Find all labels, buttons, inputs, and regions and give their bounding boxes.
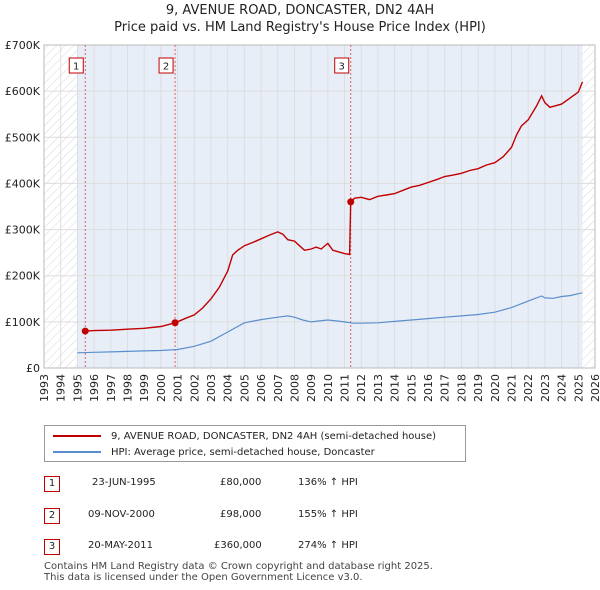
transaction-number: 3: [44, 539, 60, 555]
x-tick-label: 1994: [55, 374, 68, 402]
x-tick-label: 1997: [105, 374, 118, 402]
legend-label-property: 9, AVENUE ROAD, DONCASTER, DN2 4AH (semi…: [111, 430, 437, 442]
x-tick-label: 2002: [188, 374, 201, 402]
x-tick-label: 2013: [372, 374, 385, 402]
transaction-date: 20-MAY-2011: [88, 540, 154, 551]
hatched-region: [582, 45, 595, 368]
legend-line-property: [53, 435, 101, 437]
x-tick-label: 2019: [472, 374, 485, 402]
x-tick-label: 2021: [506, 374, 519, 402]
transaction-date: 23-JUN-1995: [92, 477, 156, 488]
legend-line-hpi: [53, 451, 101, 453]
y-tick-label: £700K: [5, 39, 41, 52]
x-tick-label: 2004: [222, 374, 235, 402]
sale-point: [171, 319, 179, 327]
legend-item-hpi: HPI: Average price, semi-detached house,…: [53, 445, 375, 459]
transaction-hpi: 155% ↑ HPI: [298, 509, 358, 520]
x-tick-label: 2010: [322, 374, 335, 402]
y-tick-label: £100K: [5, 316, 41, 329]
x-tick-label: 2014: [389, 374, 402, 402]
sale-point: [81, 327, 89, 335]
x-tick-label: 2017: [439, 374, 452, 402]
x-tick-label: 2016: [422, 374, 435, 402]
x-tick-label: 2025: [572, 374, 585, 402]
property-price-line: [85, 81, 584, 332]
x-tick-label: 2015: [405, 374, 418, 402]
x-tick-label: 2020: [489, 374, 502, 402]
sale-label-box: [158, 57, 174, 74]
transaction-price: £98,000: [220, 509, 262, 520]
sale-label: 3: [339, 62, 345, 73]
footer-copyright: Contains HM Land Registry data © Crown c…: [44, 561, 433, 572]
y-tick-label: £300K: [5, 224, 41, 237]
transaction-number: 2: [44, 508, 60, 524]
y-tick-label: £0: [26, 362, 40, 375]
x-tick-label: 2022: [522, 374, 535, 402]
x-tick-label: 1999: [138, 374, 151, 402]
sale-label: 1: [73, 62, 79, 73]
sale-label-box: [334, 57, 350, 74]
x-tick-label: 2008: [289, 374, 302, 402]
y-tick-label: £500K: [5, 131, 41, 144]
transaction-hpi: 136% ↑ HPI: [298, 477, 358, 488]
chart-title: 9, AVENUE ROAD, DONCASTER, DN2 4AH: [165, 3, 435, 18]
chart-subtitle: Price paid vs. HM Land Registry's House …: [114, 20, 486, 35]
x-tick-label: 1996: [88, 374, 101, 402]
sale-label-box: [68, 57, 84, 74]
y-tick-label: £200K: [5, 270, 41, 283]
data-range-shade: [77, 45, 583, 368]
transaction-price: £360,000: [214, 540, 262, 551]
transaction-hpi: 274% ↑ HPI: [298, 540, 358, 551]
x-tick-label: 2024: [556, 374, 569, 402]
x-tick-label: 2005: [238, 374, 251, 402]
x-tick-label: 2000: [155, 374, 168, 402]
x-tick-label: 1995: [71, 374, 84, 402]
transaction-date: 09-NOV-2000: [88, 509, 155, 520]
legend-label-hpi: HPI: Average price, semi-detached house,…: [111, 446, 375, 458]
x-tick-label: 2026: [589, 374, 600, 402]
x-tick-label: 2001: [172, 374, 185, 402]
x-tick-label: 2011: [339, 374, 352, 402]
x-tick-label: 2012: [355, 374, 368, 402]
x-tick-label: 2006: [255, 374, 268, 402]
x-tick-label: 2009: [305, 374, 318, 402]
x-tick-label: 2018: [455, 374, 468, 402]
x-tick-label: 2007: [272, 374, 285, 402]
price-chart: 1 2 3 £0 £100K £200K £300K £400K £500K £600K £700…: [5, 39, 600, 402]
x-tick-label: 2003: [205, 374, 218, 402]
sale-point: [347, 198, 355, 206]
x-tick-label: 2023: [539, 374, 552, 402]
plot-border: [43, 44, 596, 369]
legend-item-property: 9, AVENUE ROAD, DONCASTER, DN2 4AH (semi…: [53, 429, 436, 443]
transaction-number: 1: [44, 476, 60, 492]
transaction-price: £80,000: [220, 477, 262, 488]
x-tick-label: 1998: [122, 374, 135, 402]
sale-label: 2: [163, 62, 169, 73]
hpi-line: [77, 292, 583, 354]
y-tick-label: £600K: [5, 85, 41, 98]
x-tick-label: 1993: [38, 374, 51, 402]
footer-licence: This data is licensed under the Open Gov…: [44, 572, 363, 583]
legend: 9, AVENUE ROAD, DONCASTER, DN2 4AH (semi…: [44, 425, 466, 462]
y-tick-label: £400K: [5, 177, 41, 190]
